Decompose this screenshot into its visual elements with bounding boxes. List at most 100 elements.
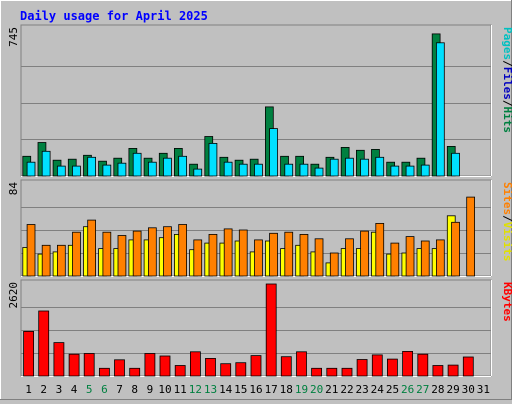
bar-files-day-17 (269, 128, 278, 177)
y-max-label: 745 (7, 27, 20, 47)
panel-background (20, 24, 492, 177)
bar-visits-day-5 (87, 219, 96, 277)
bar-visits-day-14 (223, 228, 233, 277)
x-tick-label-day-4: 4 (71, 383, 78, 396)
bar-files-day-13 (208, 142, 218, 177)
bar-visits-day-29 (451, 221, 460, 277)
bar-kbytes-day-12 (189, 351, 201, 377)
x-tick-label-day-12: 12 (189, 383, 202, 396)
bar-files-day-26 (405, 165, 415, 177)
bar-kbytes-day-17 (265, 283, 277, 377)
bar-visits-day-6 (102, 231, 112, 277)
legend-separator: / (501, 215, 512, 222)
bar-visits-day-8 (132, 230, 142, 277)
bar-visits-day-12 (193, 239, 203, 277)
bar-visits-day-24 (375, 222, 385, 277)
legend-separator: / (501, 100, 512, 107)
bar-kbytes-day-9 (144, 353, 156, 377)
y-max-label: 84 (7, 182, 20, 196)
bar-visits-day-1 (26, 224, 36, 277)
bar-visits-day-4 (72, 231, 81, 277)
bar-files-day-20 (314, 167, 324, 177)
x-tick-label-day-16: 16 (249, 383, 262, 396)
x-tick-label-day-19: 19 (295, 383, 308, 396)
legend-item: KBytes (501, 282, 512, 322)
legend-item: Pages (501, 27, 512, 60)
bar-visits-day-30 (466, 196, 476, 277)
x-tick-label-day-27: 27 (416, 383, 429, 396)
x-tick-label-day-21: 21 (325, 383, 338, 396)
bar-kbytes-day-1 (23, 330, 35, 377)
bar-kbytes-day-18 (280, 356, 292, 377)
x-tick-label-day-24: 24 (371, 383, 385, 396)
chart-title: Daily usage for April 2025 (20, 9, 208, 23)
bar-files-day-4 (72, 165, 81, 177)
bar-visits-day-23 (360, 230, 369, 277)
bar-files-day-18 (284, 163, 294, 177)
bar-files-day-9 (147, 161, 157, 177)
bar-visits-day-21 (329, 252, 339, 277)
x-tick-label-day-26: 26 (401, 383, 414, 396)
bar-files-day-10 (163, 157, 172, 177)
x-tick-label-day-15: 15 (234, 383, 247, 396)
bar-kbytes-day-27 (417, 353, 429, 377)
bar-files-day-12 (193, 168, 203, 177)
bar-files-day-24 (375, 156, 385, 177)
bar-kbytes-day-22 (341, 367, 353, 377)
x-tick-label-day-10: 10 (158, 383, 171, 396)
bar-files-day-11 (178, 155, 187, 177)
legend-item: Files (501, 67, 512, 100)
bar-visits-day-13 (208, 233, 218, 277)
x-tick-label-day-29: 29 (446, 383, 459, 396)
bar-visits-day-16 (254, 239, 263, 277)
x-tick-label-day-28: 28 (431, 383, 444, 396)
bar-visits-day-20 (314, 238, 324, 277)
x-tick-label-day-22: 22 (340, 383, 353, 396)
bar-kbytes-day-20 (311, 367, 323, 377)
x-tick-label-day-20: 20 (310, 383, 323, 396)
x-tick-label-day-3: 3 (56, 383, 63, 396)
panel-sites-visits: 84 Sites/Visits (7, 179, 512, 277)
bar-kbytes-day-6 (99, 367, 110, 377)
bar-files-day-22 (345, 157, 354, 177)
bar-kbytes-day-7 (114, 359, 125, 377)
bar-files-day-7 (117, 162, 127, 177)
x-tick-label-day-1: 1 (25, 383, 32, 396)
legend-kbytes: KBytes (501, 282, 512, 322)
bar-kbytes-day-2 (38, 310, 50, 377)
bar-kbytes-day-4 (68, 353, 80, 377)
bar-files-day-5 (87, 156, 96, 177)
legend-hits-files: Pages/Files/Hits (501, 27, 512, 133)
panel-kbytes: 2620 KBytes (7, 279, 512, 377)
bar-visits-day-11 (178, 224, 187, 277)
bar-files-day-15 (238, 163, 248, 177)
bar-files-day-16 (254, 163, 263, 177)
x-tick-label-day-8: 8 (131, 383, 138, 396)
bar-visits-day-18 (284, 231, 294, 277)
x-tick-label-day-14: 14 (219, 383, 233, 396)
bar-visits-day-27 (420, 240, 430, 277)
bar-kbytes-day-23 (356, 359, 368, 377)
bar-kbytes-day-15 (235, 362, 247, 377)
bar-kbytes-day-8 (129, 367, 141, 377)
x-tick-label-day-11: 11 (174, 383, 187, 396)
bar-visits-day-28 (435, 239, 445, 277)
legend-item: Sites (501, 182, 512, 215)
bar-visits-day-10 (163, 226, 172, 277)
x-tick-label-day-30: 30 (462, 383, 475, 396)
bar-files-day-23 (360, 158, 369, 177)
bar-kbytes-day-19 (296, 351, 307, 377)
bar-files-day-29 (451, 152, 460, 177)
bar-visits-day-9 (147, 227, 157, 277)
bar-kbytes-day-11 (174, 365, 186, 377)
bar-kbytes-day-16 (250, 355, 262, 377)
chart-panels: 745Pages/Files/Hits84Sites/Visits2620KBy… (7, 24, 512, 377)
bar-files-day-6 (102, 164, 112, 177)
bar-visits-day-15 (238, 229, 248, 277)
bar-kbytes-day-21 (326, 367, 338, 377)
bar-files-day-19 (299, 163, 309, 177)
x-tick-label-day-9: 9 (147, 383, 154, 396)
bar-visits-day-25 (390, 242, 400, 277)
